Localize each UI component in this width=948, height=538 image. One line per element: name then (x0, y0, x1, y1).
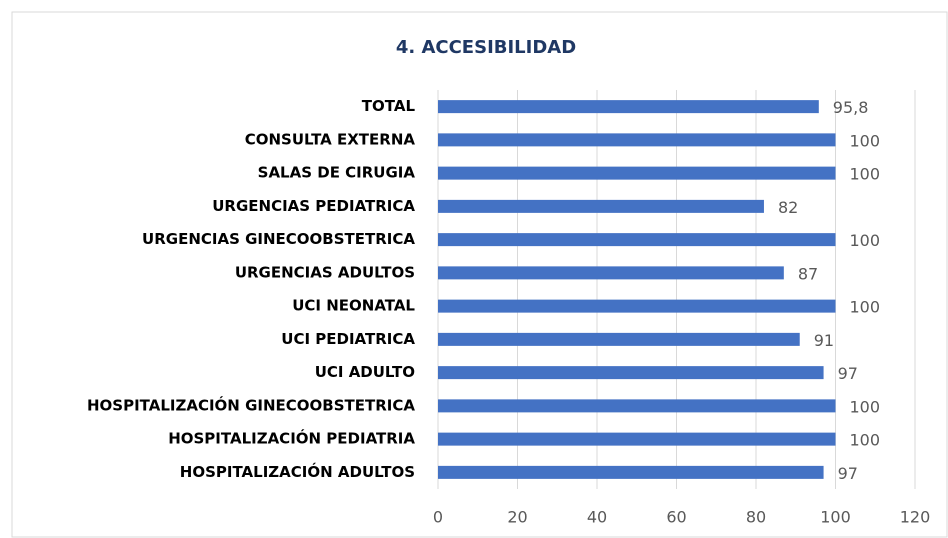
bar (438, 199, 764, 213)
data-label: 97 (838, 364, 858, 383)
data-label: 100 (850, 298, 881, 317)
bar (438, 399, 836, 413)
x-tick-label: 40 (587, 508, 607, 527)
x-tick-label: 60 (666, 508, 686, 527)
bar (438, 166, 836, 180)
bar (438, 332, 800, 346)
y-tick-label: CONSULTA EXTERNA (245, 130, 416, 148)
x-tick-label: 80 (746, 508, 766, 527)
y-tick-label: TOTAL (362, 97, 416, 115)
x-tick-label: 120 (900, 508, 931, 527)
bar (438, 299, 836, 313)
x-tick-label: 20 (507, 508, 527, 527)
y-tick-label: UCI PEDIATRICA (281, 330, 415, 348)
y-tick-label: URGENCIAS ADULTOS (235, 263, 415, 281)
y-tick-label: URGENCIAS GINECOOBSTETRICA (142, 230, 415, 248)
data-label: 91 (814, 331, 834, 350)
bar (438, 266, 784, 280)
data-label: 87 (798, 264, 818, 283)
data-label: 95,8 (833, 98, 869, 117)
data-label: 82 (778, 198, 798, 217)
bar (438, 233, 836, 247)
y-tick-label: HOSPITALIZACIÓN ADULTOS (180, 462, 415, 481)
bar (438, 366, 824, 380)
bar (438, 100, 819, 114)
data-label: 100 (850, 165, 881, 184)
y-tick-label: UCI ADULTO (315, 363, 415, 381)
y-tick-label: UCI NEONATAL (292, 297, 415, 315)
y-tick-label: HOSPITALIZACIÓN PEDIATRIA (168, 429, 415, 448)
data-label: 100 (850, 131, 881, 150)
y-tick-label: HOSPITALIZACIÓN GINECOOBSTETRICA (87, 395, 415, 414)
data-label: 97 (838, 464, 858, 483)
data-label: 100 (850, 231, 881, 250)
bar (438, 133, 836, 147)
y-tick-label: SALAS DE CIRUGIA (258, 164, 416, 182)
y-tick-label: URGENCIAS PEDIATRICA (212, 197, 415, 215)
data-label: 100 (850, 397, 881, 416)
x-tick-label: 0 (433, 508, 443, 527)
chart-title: 4. ACCESIBILIDAD (396, 37, 576, 58)
bar (438, 432, 836, 446)
data-label: 100 (850, 431, 881, 450)
bar (438, 465, 824, 479)
x-tick-label: 100 (820, 508, 851, 527)
